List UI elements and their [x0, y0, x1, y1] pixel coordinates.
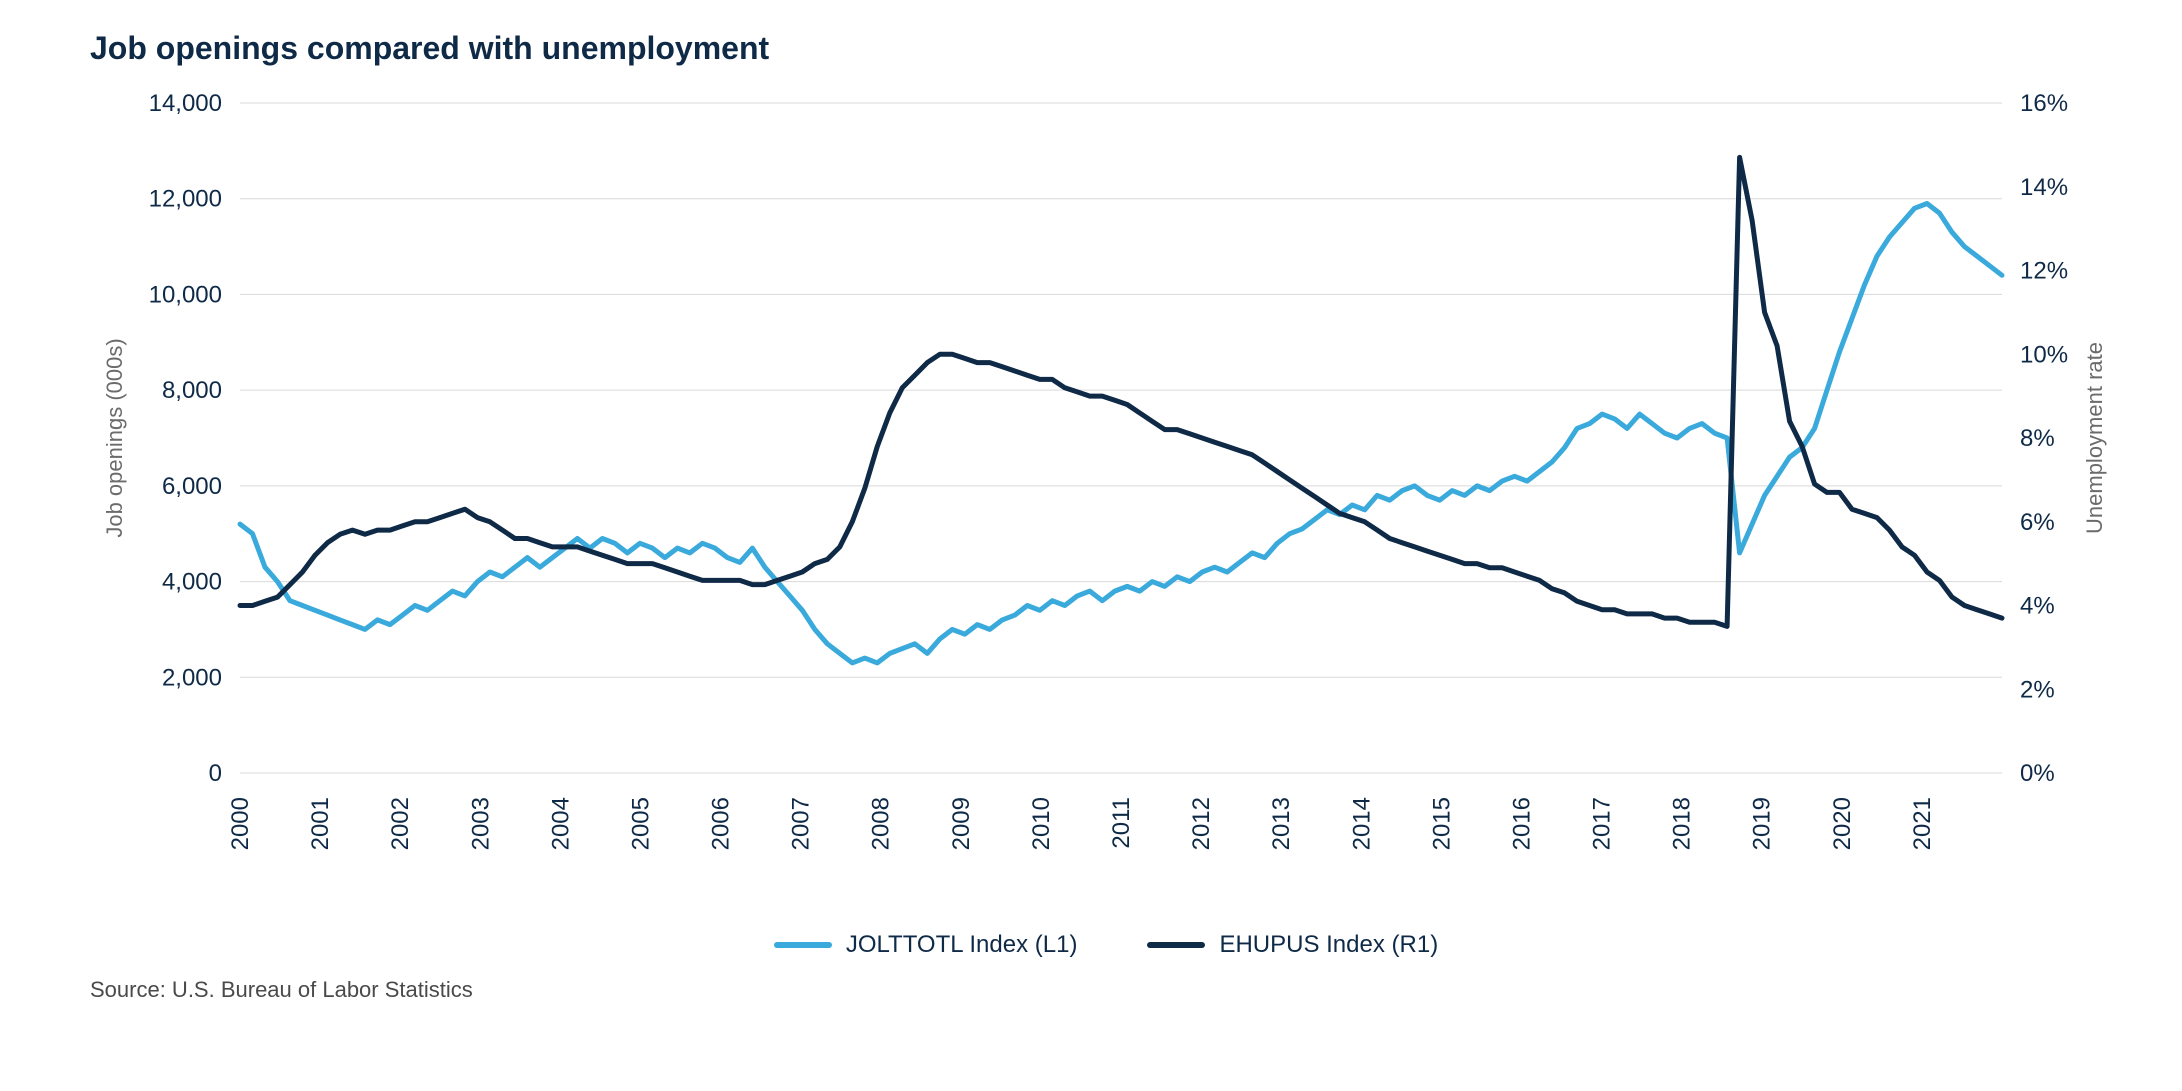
svg-text:8%: 8%	[2020, 425, 2055, 452]
svg-text:2010: 2010	[1028, 797, 1055, 850]
chart-source: Source: U.S. Bureau of Labor Statistics	[90, 977, 2122, 1003]
svg-text:2002: 2002	[387, 797, 414, 850]
chart-title: Job openings compared with unemployment	[90, 30, 2122, 67]
svg-text:4,000: 4,000	[162, 569, 222, 596]
svg-text:2%: 2%	[2020, 676, 2055, 703]
svg-text:2014: 2014	[1348, 797, 1375, 850]
legend-swatch-jolttotl	[774, 942, 832, 948]
svg-text:6,000: 6,000	[162, 473, 222, 500]
chart-legend: JOLTTOTL Index (L1) EHUPUS Index (R1)	[90, 931, 2122, 959]
svg-text:2015: 2015	[1428, 797, 1455, 850]
svg-text:4%: 4%	[2020, 593, 2055, 620]
svg-text:2020: 2020	[1829, 797, 1856, 850]
legend-label-jolttotl: JOLTTOTL Index (L1)	[846, 931, 1078, 959]
svg-text:2001: 2001	[307, 797, 334, 850]
chart-container: Job openings compared with unemployment …	[0, 0, 2182, 1091]
svg-text:2006: 2006	[708, 797, 735, 850]
legend-swatch-ehupus	[1147, 942, 1205, 948]
svg-text:14,000: 14,000	[149, 90, 222, 117]
svg-text:16%: 16%	[2020, 90, 2068, 117]
svg-text:2016: 2016	[1508, 797, 1535, 850]
svg-text:10,000: 10,000	[149, 281, 222, 308]
svg-text:14%: 14%	[2020, 174, 2068, 201]
svg-text:2013: 2013	[1268, 797, 1295, 850]
svg-text:2009: 2009	[948, 797, 975, 850]
dual-axis-line-chart: 0 2,000 4,000 6,000 8,000 10,000 12,000 14,000 0…	[90, 73, 2122, 923]
svg-text:2017: 2017	[1589, 797, 1616, 850]
svg-text:2018: 2018	[1669, 797, 1696, 850]
svg-text:2,000: 2,000	[162, 664, 222, 691]
svg-text:Unemployment rate: Unemployment rate	[2082, 342, 2107, 534]
legend-item-ehupus: EHUPUS Index (R1)	[1147, 931, 1438, 959]
svg-text:12%: 12%	[2020, 258, 2068, 285]
legend-label-ehupus: EHUPUS Index (R1)	[1219, 931, 1438, 959]
legend-item-jolttotl: JOLTTOTL Index (L1)	[774, 931, 1078, 959]
svg-text:2012: 2012	[1188, 797, 1215, 850]
svg-text:6%: 6%	[2020, 509, 2055, 536]
svg-text:2005: 2005	[627, 797, 654, 850]
svg-text:2011: 2011	[1108, 797, 1135, 849]
svg-text:0: 0	[209, 760, 222, 787]
svg-text:2007: 2007	[788, 797, 815, 850]
svg-text:2021: 2021	[1909, 797, 1936, 850]
svg-text:0%: 0%	[2020, 760, 2055, 787]
svg-text:2008: 2008	[868, 797, 895, 850]
svg-text:2019: 2019	[1749, 797, 1776, 850]
svg-text:2000: 2000	[227, 797, 254, 850]
svg-text:2004: 2004	[547, 797, 574, 850]
svg-text:8,000: 8,000	[162, 377, 222, 404]
svg-text:10%: 10%	[2020, 341, 2068, 368]
svg-text:12,000: 12,000	[149, 186, 222, 213]
svg-text:2003: 2003	[467, 797, 494, 850]
svg-text:Job openings (000s): Job openings (000s)	[102, 338, 127, 537]
